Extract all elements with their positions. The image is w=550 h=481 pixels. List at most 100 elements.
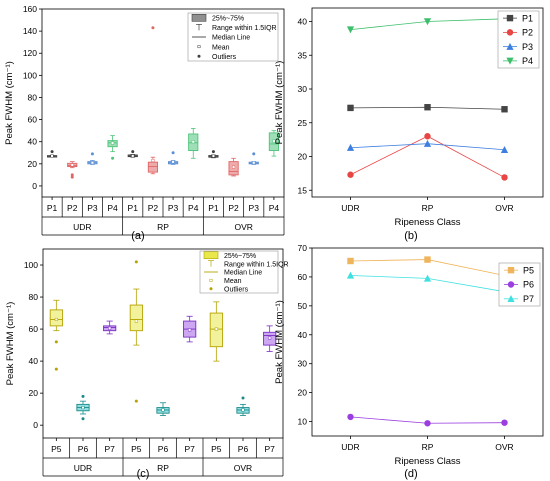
d-point-p7 xyxy=(423,274,432,282)
b-legend-frame xyxy=(497,10,540,69)
c-category-label: P7 xyxy=(264,444,275,454)
b-legend-marker xyxy=(506,42,514,50)
a-mean-marker xyxy=(211,154,215,158)
c-legend-box-swatch xyxy=(203,251,219,259)
b-point-p2 xyxy=(424,133,431,140)
d-legend-marker xyxy=(507,281,515,288)
c-legend-outlier-swatch xyxy=(209,287,213,291)
a-ytick-label: 100 xyxy=(23,70,37,80)
a-category-label: P4 xyxy=(269,203,280,213)
d-point-p5 xyxy=(424,256,431,263)
b-xtick-label: OVR xyxy=(495,203,513,213)
b-ytick-label: 35 xyxy=(298,50,308,60)
b-point-p3 xyxy=(500,145,509,153)
d-ytick-label: 10 xyxy=(298,417,308,427)
d-legend-label: P7 xyxy=(523,294,534,304)
b-point-p3 xyxy=(423,139,432,147)
a-mean-marker xyxy=(70,163,74,167)
d-legend-label: P5 xyxy=(523,265,534,275)
c-outlier xyxy=(241,396,245,400)
b-xlabel: Ripeness Class xyxy=(395,217,461,228)
a-group-label: OVR xyxy=(234,222,252,232)
a-group-label: UDR xyxy=(73,222,91,232)
d-legend-marker xyxy=(507,295,515,303)
d-xtick-label: UDR xyxy=(341,442,359,452)
a-mean-marker xyxy=(232,165,236,169)
b-legend-marker xyxy=(506,57,514,65)
a-outlier xyxy=(171,151,175,155)
c-box xyxy=(49,309,63,327)
c-category-label: P5 xyxy=(211,444,222,454)
d-point-p5 xyxy=(347,257,354,265)
a-mean-marker xyxy=(272,139,276,143)
a-category-label: P3 xyxy=(168,203,179,213)
b-legend-label: P3 xyxy=(522,42,533,52)
b-legend-marker xyxy=(506,29,514,36)
a-mean-marker xyxy=(131,154,135,158)
c-ytick-label: 20 xyxy=(29,388,39,398)
a-legend-label: Outliers xyxy=(212,54,237,61)
a-ytick-label: 140 xyxy=(23,26,37,36)
d-point-p6 xyxy=(424,420,431,427)
d-ylabel: Peak FWHM (cm⁻¹) xyxy=(274,300,285,384)
a-box xyxy=(147,161,159,173)
b-xtick-label: UDR xyxy=(341,203,359,213)
c-ytick-label: 80 xyxy=(29,292,39,302)
b-ytick-label: 20 xyxy=(298,152,308,162)
c-outlier xyxy=(54,367,58,371)
c-mean-marker xyxy=(188,328,192,332)
c-outlier xyxy=(134,399,138,403)
c-outlier xyxy=(134,260,138,264)
d-point-p7 xyxy=(346,271,355,279)
caption-a: (a) xyxy=(131,230,144,242)
a-category-label: P2 xyxy=(228,203,239,213)
a-legend-label: 25%~75% xyxy=(212,16,244,23)
a-mean-marker xyxy=(50,154,54,158)
c-group-label: OVR xyxy=(234,463,252,473)
a-ytick-label: 0 xyxy=(32,181,37,191)
c-group-label: UDR xyxy=(74,463,92,473)
a-outlier xyxy=(211,150,215,154)
a-outlier xyxy=(151,26,155,30)
a-category-label: P1 xyxy=(128,203,139,213)
a-outlier xyxy=(70,175,74,179)
d-xtick-label: RP xyxy=(422,442,434,452)
c-mean-marker xyxy=(81,406,85,410)
b-legend-marker xyxy=(506,14,514,22)
c-mean-marker xyxy=(241,408,245,412)
c-legend-label: Range within 1.5IQR xyxy=(224,261,289,268)
c-category-label: P6 xyxy=(158,444,169,454)
b-legend-label: P1 xyxy=(522,13,533,23)
caption-d: (d) xyxy=(404,468,417,480)
a-mean-marker xyxy=(151,158,155,163)
b-ytick-label: 15 xyxy=(298,185,308,195)
a-mean-marker xyxy=(252,161,256,165)
d-legend-marker xyxy=(507,266,515,274)
b-ytick-label: 40 xyxy=(298,17,308,27)
a-outlier xyxy=(252,152,256,156)
b-legend-label: P4 xyxy=(522,56,533,66)
a-outlier xyxy=(90,152,94,156)
c-outlier xyxy=(81,394,85,398)
d-xtick-label: OVR xyxy=(495,442,513,452)
c-legend-label: Mean xyxy=(224,278,242,285)
c-legend-mean-swatch xyxy=(209,278,213,282)
c-mean-marker xyxy=(161,408,165,412)
a-outlier xyxy=(50,150,54,154)
c-category-label: P5 xyxy=(131,444,142,454)
a-category-label: P1 xyxy=(208,203,219,213)
c-category-label: P7 xyxy=(104,444,115,454)
c-category-label: P5 xyxy=(51,444,62,454)
b-point-p1 xyxy=(347,104,354,112)
a-legend-box-swatch xyxy=(191,14,207,22)
a-legend-mean-swatch xyxy=(197,45,201,49)
a-ytick-label: 40 xyxy=(28,137,38,147)
a-legend-label: Mean xyxy=(212,44,230,51)
c-ytick-label: 0 xyxy=(33,420,38,430)
d-legend-label: P6 xyxy=(523,280,534,290)
c-category-label: P6 xyxy=(238,444,249,454)
d-ytick-label: 60 xyxy=(298,272,308,282)
panel-b-linechart: 15 20 25 30 35 40 UDR RP OVR Ripeness Class Peak F… xyxy=(274,7,544,228)
b-xtick-label: RP xyxy=(422,203,434,213)
a-legend-outlier-swatch xyxy=(197,54,201,58)
